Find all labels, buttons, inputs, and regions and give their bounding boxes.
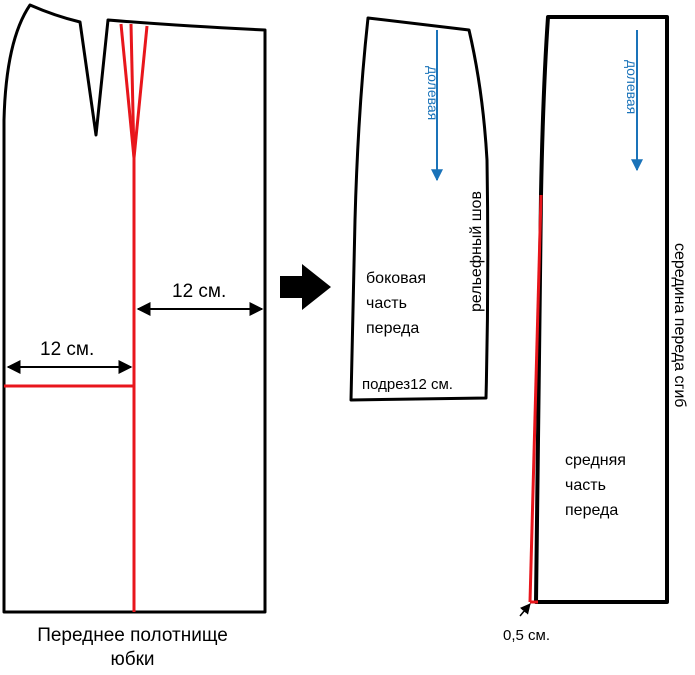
side-piece: долевая рельефный шов боковая часть пере…	[349, 16, 490, 402]
front-panel-outline	[2, 3, 267, 614]
side-bottom-note: подрез12 см.	[362, 376, 453, 393]
caption-line-1: Переднее полотнище	[37, 625, 228, 646]
dart-leg-right	[132, 25, 149, 159]
grain-label-middle: долевая	[624, 60, 640, 114]
dart-leg-mid	[129, 23, 136, 159]
seam-label: рельефный шов	[468, 191, 485, 312]
side-name-line1: боковая	[366, 270, 426, 287]
caption-line-2: юбки	[110, 649, 155, 670]
fold-label: середина переда сгиб	[671, 243, 688, 407]
front-panel: 12 см. 12 см.	[2, 3, 267, 614]
front-panel-caption: Переднее полотнище юбки	[0, 624, 265, 672]
side-name-line3: переда	[366, 320, 419, 337]
middle-name-line2: часть	[565, 477, 606, 494]
measure-label-left: 12 см.	[40, 339, 94, 360]
middle-name-line1: средняя	[565, 452, 626, 469]
middle-red-offset-line	[528, 194, 543, 603]
dart-leg-left	[119, 23, 136, 159]
grain-label-side: долевая	[425, 66, 441, 120]
arrow-right-icon	[280, 264, 331, 310]
side-piece-outline	[349, 16, 490, 402]
offset-note: 0,5 см.	[503, 627, 550, 644]
modification-lines	[4, 23, 149, 612]
measure-label-right: 12 см.	[172, 281, 226, 302]
middle-piece: долевая середина переда сгиб средняя час…	[503, 15, 688, 644]
middle-name-line3: переда	[565, 502, 618, 519]
side-name-line2: часть	[366, 295, 407, 312]
offset-pointer-arrow	[519, 603, 531, 617]
